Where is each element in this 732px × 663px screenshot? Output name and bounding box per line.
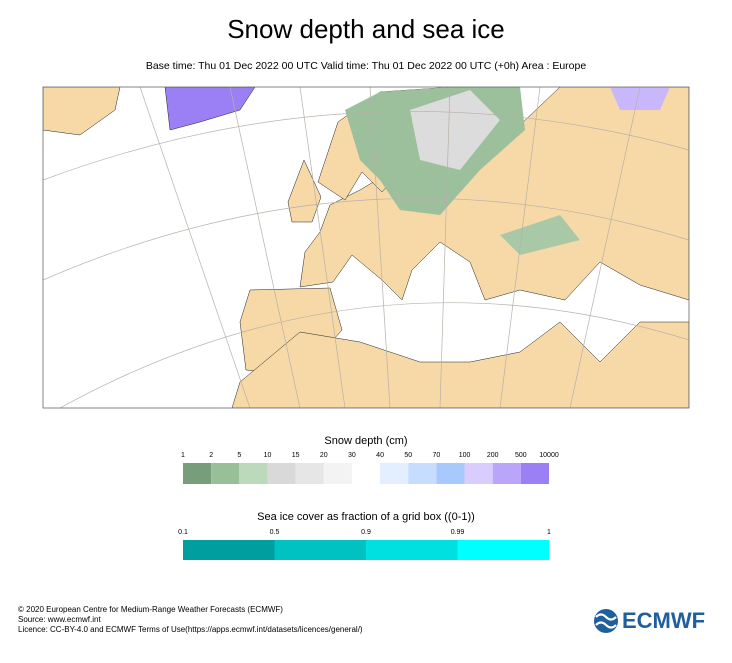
land	[287, 159, 322, 223]
legend-tick-label: 1	[181, 452, 185, 459]
legend-swatch	[408, 463, 437, 484]
legend-swatch	[211, 463, 240, 484]
legend-swatch	[183, 540, 275, 560]
legend-swatch	[366, 540, 458, 560]
legend-tick-label: 0.99	[451, 529, 465, 536]
legend-swatch	[239, 463, 268, 484]
legend-title: Sea ice cover as fraction of a grid box …	[257, 511, 475, 523]
legend-swatch	[183, 463, 212, 484]
footer-line: Licence: CC-BY-4.0 and ECMWF Terms of Us…	[18, 625, 363, 634]
legend-tick-label: 200	[487, 452, 499, 459]
legend-tick-label: 50	[404, 452, 412, 459]
legend-swatch	[520, 463, 549, 484]
legend-tick-label: 2	[209, 452, 213, 459]
land	[43, 87, 121, 136]
legend-swatch	[380, 463, 409, 484]
title: Snow depth and sea ice	[227, 14, 505, 44]
legend-title: Snow depth (cm)	[324, 435, 407, 447]
legend-swatch	[351, 463, 381, 484]
legend-tick-label: 0.1	[178, 529, 188, 536]
legend-tick-label: 10	[264, 452, 272, 459]
legend-tick-label: 1	[547, 529, 551, 536]
legend-swatch	[436, 463, 465, 484]
legend-swatch	[492, 463, 521, 484]
legend-swatch	[323, 463, 352, 484]
snow-patch	[610, 87, 670, 110]
subtitle: Base time: Thu 01 Dec 2022 00 UTC Valid …	[146, 60, 587, 72]
legend-tick-label: 15	[292, 452, 300, 459]
legend-swatch	[295, 463, 324, 484]
logo: ECMWF	[594, 608, 705, 633]
legend-tick-label: 500	[515, 452, 527, 459]
map-frame	[42, 86, 690, 409]
legend-tick-label: 0.9	[361, 529, 371, 536]
legend-tick-label: 20	[320, 452, 328, 459]
legend-tick-label: 10000	[539, 452, 559, 459]
footer-line: Source: www.ecmwf.int	[18, 615, 101, 624]
footer-line: © 2020 European Centre for Medium-Range …	[18, 605, 283, 614]
legend-swatch	[267, 463, 296, 484]
legend-tick-label: 0.5	[270, 529, 280, 536]
legend-tick-label: 40	[376, 452, 384, 459]
legend-tick-label: 70	[432, 452, 440, 459]
legend-tick-label: 100	[459, 452, 471, 459]
legend-tick-label: 5	[237, 452, 241, 459]
legend-swatch	[274, 540, 366, 560]
legend-tick-label: 30	[348, 452, 356, 459]
legend-swatch	[457, 540, 549, 560]
snow-patch	[410, 90, 500, 170]
logo-text: ECMWF	[622, 608, 705, 633]
map	[42, 86, 690, 409]
legend-swatch	[464, 463, 493, 484]
